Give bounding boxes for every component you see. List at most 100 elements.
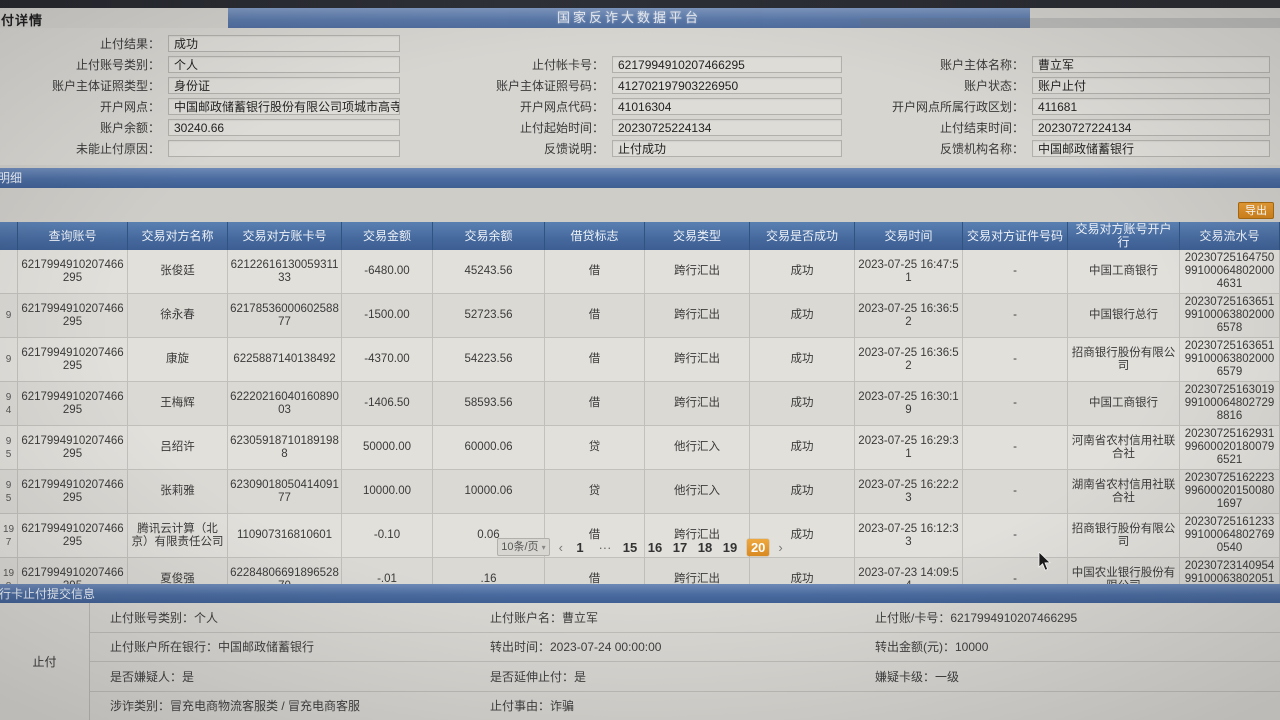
cell-counterparty-name: 吕绍许 <box>128 426 228 469</box>
cell-balance: .16 <box>433 558 545 601</box>
cell-balance: 10000.06 <box>433 470 545 513</box>
page-button-15[interactable]: 15 <box>622 539 638 555</box>
cell-counterparty-id: - <box>963 558 1068 601</box>
cell-balance: 54223.56 <box>433 338 545 381</box>
transaction-detail-section-bar: 交易明细 <box>0 168 1280 188</box>
column-header: 交易对方账卡号 <box>228 222 342 250</box>
cell-query-account: 6217994910207466295 <box>18 294 128 337</box>
cell-counterparty-name: 康旋 <box>128 338 228 381</box>
cell-transaction-type: 他行汇入 <box>645 470 750 513</box>
cell-debit-credit-flag: 借 <box>545 558 645 601</box>
table-row: 9 6217994910207466295 康旋 622588714013849… <box>0 338 1280 382</box>
cell-balance: 0.06 <box>433 514 545 557</box>
page-button-19[interactable]: 19 <box>722 539 738 555</box>
cell-counterparty-id: - <box>963 514 1068 557</box>
page-button-17[interactable]: 17 <box>672 539 688 555</box>
field-label: 账户主体证照类型： <box>51 79 160 93</box>
cell-clipped-edge <box>0 250 18 293</box>
field-label: 账户主体名称： <box>939 58 1024 72</box>
cell-balance: 58593.56 <box>433 382 545 425</box>
cell-clipped-edge: 9 <box>0 294 18 337</box>
field-label: 反馈机构名称： <box>939 142 1024 156</box>
submit-row: 止付账户所在银行：中国邮政储蓄银行 转出时间：2023-07-24 00:00:… <box>90 631 1280 662</box>
cell-success: 成功 <box>750 426 855 469</box>
section-title: 交易明细 <box>0 171 23 185</box>
form-row: 止付账号类别： 个人 止付帐卡号： 6217994910207466295 账户… <box>0 54 1280 75</box>
submit-row: 涉诈类别：冒充电商物流客服类 / 冒充电商客服 止付事由：诈骗 <box>90 690 1280 720</box>
field-value-stop-result: 成功 <box>168 35 400 52</box>
table-row: 9 4 6217994910207466295 王梅辉 622202160401… <box>0 382 1280 426</box>
mouse-cursor-icon <box>1038 552 1051 571</box>
cell-amount: -1406.50 <box>342 382 433 425</box>
cell-counterparty-card: 6212261613005931133 <box>228 250 342 293</box>
cell-amount: -.01 <box>342 558 433 601</box>
field-label: 账户余额： <box>99 121 160 135</box>
submit-field-extended-stop: 是否延伸止付：是 <box>490 669 587 684</box>
submit-field-card-number: 止付账/卡号：6217994910207466295 <box>875 610 1078 625</box>
column-header: 借贷标志 <box>545 222 645 250</box>
cell-debit-credit-flag: 借 <box>545 250 645 293</box>
page-button-16[interactable]: 16 <box>647 539 663 555</box>
transaction-table: 查询账号 交易对方名称 交易对方账卡号 交易金额 交易余额 借贷标志 交易类型 交易是否成功交… <box>0 222 1280 602</box>
cell-success: 成功 <box>750 514 855 557</box>
export-button[interactable]: 导出 <box>1238 202 1274 219</box>
column-header: 交易流水号 <box>1180 222 1280 250</box>
cell-time: 2023-07-25 16:36:52 <box>855 338 963 381</box>
stop-payment-detail-panel: 止付结果： 成功 止付账号类别： 个人 止付帐卡号： 6217994910207… <box>0 28 1280 165</box>
field-label: 未能止付原因： <box>75 142 160 156</box>
cell-amount: -6480.00 <box>342 250 433 293</box>
table-header-row: 查询账号 交易对方名称 交易对方账卡号 交易金额 交易余额 借贷标志 交易类型 交易是否成功交… <box>0 222 1280 250</box>
cell-counterparty-bank: 河南省农村信用社联合社 <box>1068 426 1180 469</box>
cell-success: 成功 <box>750 250 855 293</box>
column-header: 交易对方证件号码 <box>963 222 1068 250</box>
cell-success: 成功 <box>750 470 855 513</box>
field-label: 开户网点所属行政区划： <box>891 100 1024 114</box>
cell-success: 成功 <box>750 382 855 425</box>
table-row: 9 6217994910207466295 徐永春 62178536000602… <box>0 294 1280 338</box>
submit-field-transfer-amount: 转出金额(元)：10000 <box>875 640 989 655</box>
cell-serial-number: 20230725162223996000201500801697 <box>1180 470 1280 513</box>
column-header: 查询账号 <box>18 222 128 250</box>
submit-field-transfer-time: 转出时间：2023-07-24 00:00:00 <box>490 640 662 655</box>
field-value-feedback: 止付成功 <box>612 140 842 157</box>
page-button-20-active[interactable]: 20 <box>746 538 770 556</box>
field-label: 止付帐卡号： <box>531 58 604 72</box>
form-row: 开户网点： 中国邮政储蓄银行股份有限公司项城市高寺... 开户网点代码： 410… <box>0 96 1280 117</box>
field-value-branch-code: 41016304 <box>612 98 842 115</box>
cell-query-account: 6217994910207466295 <box>18 470 128 513</box>
form-row: 止付结果： 成功 <box>0 33 1280 54</box>
section-title: 银行卡止付提交信息 <box>0 587 96 601</box>
page-size-select[interactable]: 10条/页 ▾ <box>497 538 550 556</box>
cell-counterparty-name: 王梅辉 <box>128 382 228 425</box>
cell-counterparty-card: 110907316810601 <box>228 514 342 557</box>
page-button-18[interactable]: 18 <box>697 539 713 555</box>
column-header: 交易对方账号开户行 <box>1068 222 1180 250</box>
next-page-button[interactable]: › <box>778 539 783 555</box>
cell-counterparty-name: 腾讯云计算（北京）有限责任公司 <box>128 514 228 557</box>
cell-counterparty-name: 夏俊强 <box>128 558 228 601</box>
header-shadow <box>860 18 1280 28</box>
submit-field-bank: 止付账户所在银行：中国邮政储蓄银行 <box>110 640 315 655</box>
cell-serial-number: 20230725161233991000648027690540 <box>1180 514 1280 557</box>
cell-debit-credit-flag: 借 <box>545 294 645 337</box>
field-value-account-type: 个人 <box>168 56 400 73</box>
page-ellipsis: ··· <box>598 539 612 555</box>
column-header <box>0 222 18 250</box>
cell-serial-number: 20230725164750991000648020004631 <box>1180 250 1280 293</box>
form-row: 账户余额： 30240.66 止付起始时间： 20230725224134 止付… <box>0 117 1280 138</box>
field-value-id-type: 身份证 <box>168 77 400 94</box>
cell-counterparty-id: - <box>963 294 1068 337</box>
cell-amount: 10000.00 <box>342 470 433 513</box>
cell-counterparty-name: 张莉雅 <box>128 470 228 513</box>
cell-balance: 60000.06 <box>433 426 545 469</box>
cell-transaction-type: 跨行汇出 <box>645 514 750 557</box>
cell-counterparty-bank: 中国工商银行 <box>1068 382 1180 425</box>
prev-page-button[interactable]: ‹ <box>558 539 563 555</box>
cell-counterparty-card: 6217853600060258877 <box>228 294 342 337</box>
cell-debit-credit-flag: 借 <box>545 382 645 425</box>
cell-counterparty-bank: 中国银行总行 <box>1068 294 1180 337</box>
cell-counterparty-card: 6222021604016089003 <box>228 382 342 425</box>
cell-transaction-type: 跨行汇出 <box>645 250 750 293</box>
page-button-1[interactable]: 1 <box>576 539 584 555</box>
cell-counterparty-bank: 招商银行股份有限公司 <box>1068 338 1180 381</box>
